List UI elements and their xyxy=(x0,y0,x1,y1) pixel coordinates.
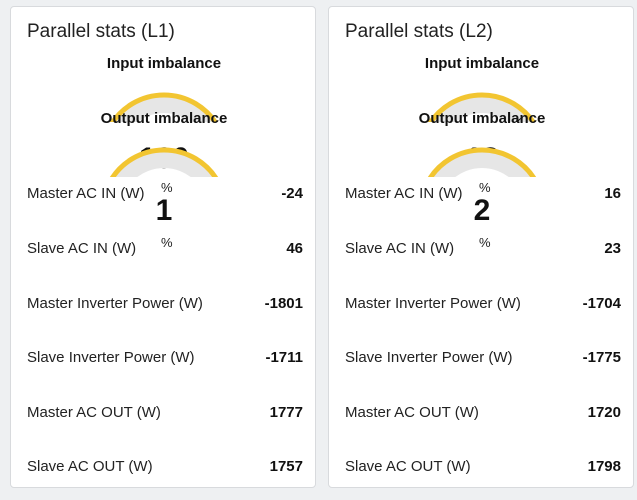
master-ac-in-label: Master AC IN (W) xyxy=(345,185,463,202)
slave-inverter-power-label: Slave Inverter Power (W) xyxy=(345,349,513,366)
slave-ac-in-label: Slave AC IN (W) xyxy=(27,240,137,257)
input-imbalance-label: Input imbalance xyxy=(106,55,222,72)
output-imbalance-label: Output imbalance xyxy=(100,110,228,127)
gauge-track xyxy=(433,97,531,122)
master-inverter-power-value: -1704 xyxy=(582,295,621,312)
master-ac-in-value: -24 xyxy=(281,185,303,202)
master-ac-out-label: Master AC OUT (W) xyxy=(27,404,161,421)
output-imbalance-value: 1 xyxy=(155,194,173,227)
master-inverter-power-label: Master Inverter Power (W) xyxy=(345,295,521,312)
input-imbalance-label: Input imbalance xyxy=(424,55,540,72)
gauge-yellow-band xyxy=(427,92,537,122)
slave-inverter-power-value: -1775 xyxy=(582,349,621,366)
master-ac-out-label: Master AC OUT (W) xyxy=(345,404,479,421)
output-imbalance-gauge xyxy=(94,137,234,177)
input-imbalance-gauge xyxy=(412,82,552,122)
master-ac-in-label: Master AC IN (W) xyxy=(27,185,145,202)
slave-ac-in-value: 46 xyxy=(286,240,303,257)
master-ac-out-value: 1777 xyxy=(269,404,303,421)
slave-ac-in-value: 23 xyxy=(604,240,621,257)
gauge-yellow-band xyxy=(109,92,219,122)
input-imbalance-unit: % xyxy=(161,180,173,195)
master-inverter-power-label: Master Inverter Power (W) xyxy=(27,295,203,312)
slave-ac-out-value: 1798 xyxy=(587,458,621,475)
output-imbalance-value: 2 xyxy=(473,194,491,227)
output-imbalance-unit: % xyxy=(479,235,491,250)
slave-inverter-power-label: Slave Inverter Power (W) xyxy=(27,349,195,366)
card-title: Parallel stats (L2) xyxy=(345,21,493,42)
slave-inverter-power-value: -1711 xyxy=(265,349,303,366)
master-ac-out-value: 1720 xyxy=(587,404,621,421)
master-ac-in-value: 16 xyxy=(604,185,621,202)
gauge-arc-svg xyxy=(109,92,219,122)
gauge-arc-svg xyxy=(427,147,537,177)
output-imbalance-unit: % xyxy=(161,235,173,250)
gauge-yellow-band xyxy=(427,147,537,177)
gauge-track xyxy=(115,97,213,122)
gauge-yellow-band xyxy=(109,147,219,177)
output-imbalance-label: Output imbalance xyxy=(418,110,546,127)
slave-ac-out-value: 1757 xyxy=(269,458,303,475)
slave-ac-in-label: Slave AC IN (W) xyxy=(345,240,455,257)
input-imbalance-gauge xyxy=(94,82,234,122)
slave-ac-out-label: Slave AC OUT (W) xyxy=(345,458,471,475)
gauge-arc-svg xyxy=(109,147,219,177)
slave-ac-out-label: Slave AC OUT (W) xyxy=(27,458,153,475)
gauge-track xyxy=(115,152,213,177)
card-title: Parallel stats (L1) xyxy=(27,21,175,42)
parallel-stats-card-l2: Parallel stats (L2) Input imbalance 18 %… xyxy=(328,6,634,488)
gauge-arc-svg xyxy=(427,92,537,122)
output-imbalance-gauge xyxy=(412,137,552,177)
parallel-stats-card-l1: Parallel stats (L1) Input imbalance 100 … xyxy=(10,6,316,488)
gauge-track xyxy=(433,152,531,177)
master-inverter-power-value: -1801 xyxy=(264,295,303,312)
input-imbalance-unit: % xyxy=(479,180,491,195)
